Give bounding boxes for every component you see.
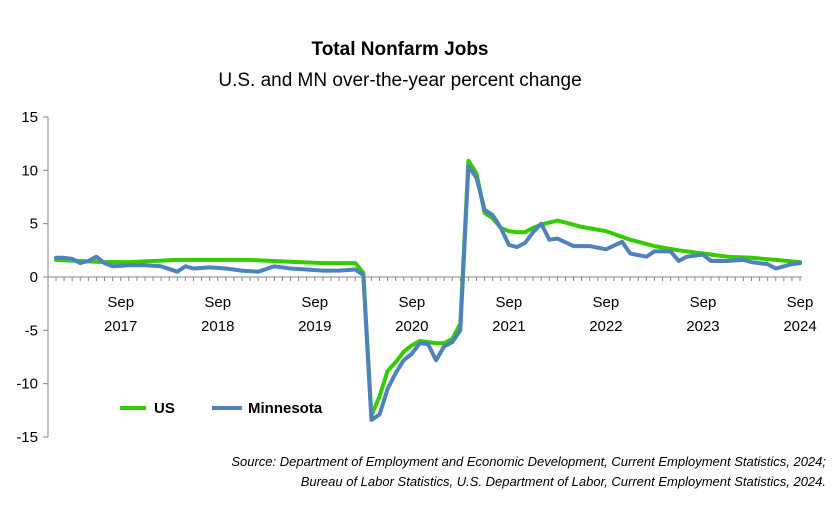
chart-subtitle: U.S. and MN over-the-year percent change	[218, 70, 581, 91]
source-line-2: Bureau of Labor Statistics, U.S. Departm…	[301, 474, 826, 489]
series-layer	[54, 158, 802, 422]
x-tick-month: Sep	[107, 294, 134, 311]
series-line-minnesota	[54, 164, 802, 422]
x-tick-year: 2022	[589, 318, 622, 335]
x-tick-month: Sep	[690, 294, 717, 311]
y-tick-label: 10	[21, 162, 38, 179]
x-tick-year: 2017	[104, 318, 137, 335]
x-tick-month: Sep	[496, 294, 523, 311]
legend: US Minnesota	[120, 400, 323, 417]
x-tick-year: 2024	[783, 318, 816, 335]
x-tick-year: 2021	[492, 318, 525, 335]
y-tick-label: -10	[16, 376, 38, 393]
x-tick-year: 2020	[395, 318, 428, 335]
x-tick-year: 2023	[686, 318, 719, 335]
y-axis: 15 10 5 0 -5 -10 -15	[16, 109, 49, 446]
x-axis: Sep 2017 Sep 2018 Sep 2019 Sep 2020 Sep 2021 Sep 20…	[48, 276, 817, 335]
x-tick-month: Sep	[301, 294, 328, 311]
x-tick-month: Sep	[204, 294, 231, 311]
y-tick-label: -5	[25, 322, 38, 339]
chart-title: Total Nonfarm Jobs	[312, 39, 489, 60]
y-tick-label: 15	[21, 109, 38, 126]
x-tick-month: Sep	[787, 294, 814, 311]
y-tick-label: 0	[30, 269, 38, 286]
source-line-1: Source: Department of Employment and Eco…	[231, 454, 826, 469]
x-tick-month: Sep	[398, 294, 425, 311]
series-line-us	[54, 158, 802, 418]
x-tick-year: 2019	[298, 318, 331, 335]
y-tick-label: -15	[16, 429, 38, 446]
x-tick-month: Sep	[593, 294, 620, 311]
x-tick-year: 2018	[201, 318, 234, 335]
y-tick-label: 5	[30, 216, 38, 233]
legend-label-minnesota: Minnesota	[248, 400, 323, 417]
legend-label-us: US	[154, 400, 175, 417]
